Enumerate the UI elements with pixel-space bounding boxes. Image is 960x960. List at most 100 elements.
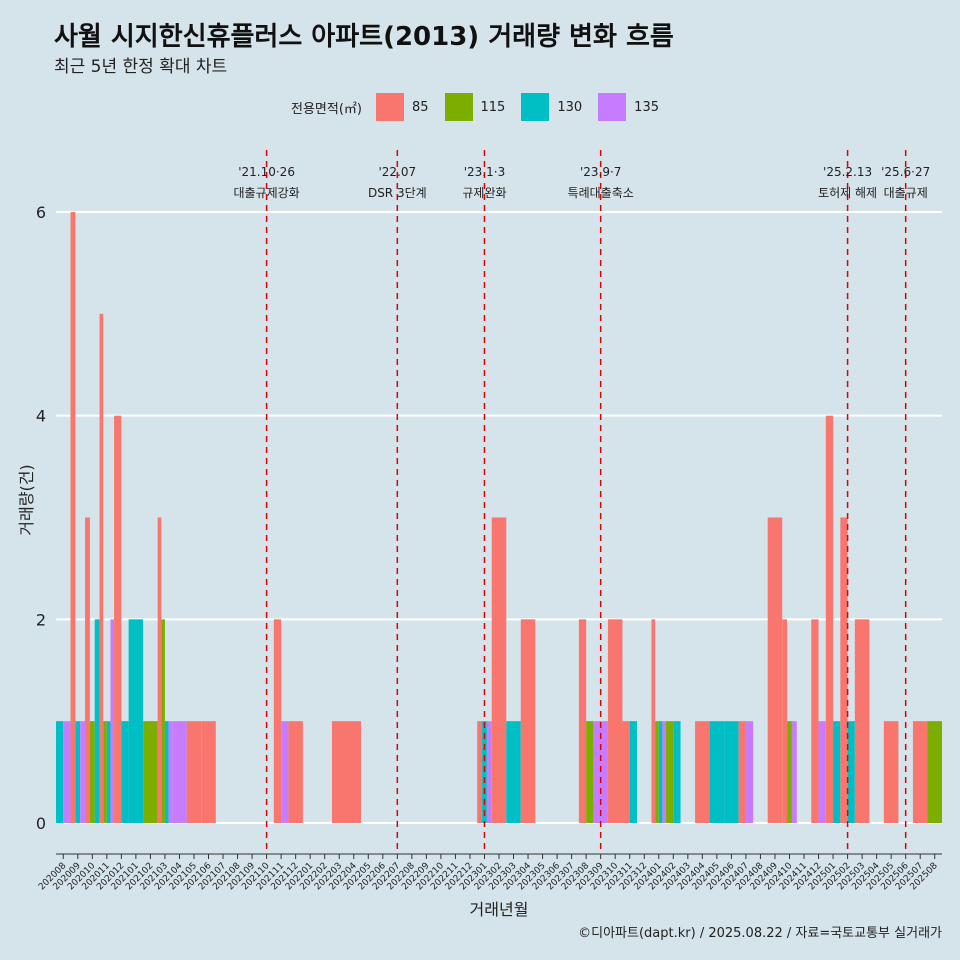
bar	[288, 721, 303, 823]
bar	[143, 721, 158, 823]
bar	[110, 619, 115, 823]
bar	[658, 721, 663, 823]
event-date-label: '21.10·26	[238, 165, 295, 179]
bar	[506, 721, 521, 823]
bar	[695, 721, 710, 823]
bar	[63, 721, 71, 823]
bar	[651, 619, 656, 823]
legend-item-135: 135	[598, 93, 669, 121]
event-label: 규제완화	[462, 186, 506, 200]
event-date-label: '22.07	[378, 165, 416, 179]
bar	[629, 721, 637, 823]
bar	[172, 721, 187, 823]
event-date-label: '25.6·27	[881, 165, 930, 179]
bar	[745, 721, 754, 823]
chart-title: 사월 시지한신휴플러스 아파트(2013) 거래량 변화 흐름	[54, 22, 674, 52]
bar	[85, 517, 90, 823]
bar	[607, 619, 623, 823]
bar	[164, 721, 169, 823]
bar	[106, 721, 111, 823]
legend-item-130: 130	[521, 93, 592, 121]
bar	[273, 619, 282, 823]
bar	[114, 415, 122, 823]
bar	[186, 721, 202, 823]
legend-swatch	[444, 93, 473, 121]
legend-label: 85	[411, 99, 429, 115]
bar	[346, 721, 362, 823]
bar	[89, 721, 95, 823]
bar	[811, 619, 819, 823]
bar	[666, 721, 674, 823]
bar	[491, 517, 507, 823]
bar	[281, 721, 289, 823]
y-tick-label: 0	[36, 814, 46, 833]
legend: 전용면적(㎡) 85 115 130 135	[0, 92, 960, 122]
bar	[80, 721, 86, 823]
event-label: DSR 3단계	[368, 186, 427, 200]
chart-caption: ©디아파트(dapt.kr) / 2025.08.22 / 자료=국토교통부 실…	[578, 926, 942, 941]
legend-label: 115	[480, 99, 506, 115]
bar	[128, 619, 144, 823]
bar	[767, 517, 783, 823]
bar	[70, 212, 76, 823]
bar	[201, 721, 216, 823]
bar	[840, 517, 848, 823]
bar	[161, 619, 165, 823]
bar	[927, 721, 942, 823]
bar	[578, 619, 587, 823]
legend-item-115: 115	[444, 93, 516, 121]
y-tick-label: 2	[36, 610, 46, 629]
bar	[99, 313, 104, 823]
bar	[854, 619, 870, 823]
bar	[157, 517, 162, 823]
event-date-label: '25.2.13	[823, 165, 872, 179]
bar	[912, 721, 928, 823]
y-axis-title: 거래량(건)	[17, 464, 36, 535]
bar	[655, 721, 659, 823]
bar	[486, 721, 492, 823]
bar	[593, 721, 608, 823]
bar	[482, 721, 487, 823]
legend-item-85: 85	[375, 93, 439, 121]
bar	[709, 721, 725, 823]
event-date-label: '23.9·7	[580, 165, 621, 179]
legend-swatch	[375, 93, 404, 121]
bar	[782, 619, 788, 823]
bar	[331, 721, 347, 823]
bar	[825, 415, 834, 823]
bar	[121, 721, 129, 823]
legend-label: 130	[557, 99, 583, 115]
event-date-label: '23.1·3	[464, 165, 505, 179]
chart-subtitle: 최근 5년 한정 확대 차트	[54, 57, 228, 77]
bar	[520, 619, 536, 823]
legend-label: 135	[634, 99, 659, 115]
bar	[847, 721, 855, 823]
event-label: 특례대출축소	[568, 186, 634, 200]
y-tick-label: 6	[36, 203, 46, 222]
bar	[103, 721, 107, 823]
bar	[818, 721, 826, 823]
legend-title: 전용면적(㎡)	[290, 101, 362, 117]
bar	[94, 619, 100, 823]
bar	[738, 721, 746, 823]
bar	[787, 721, 792, 823]
event-label: 대출규제강화	[233, 186, 299, 200]
event-label: 대출규제	[884, 186, 928, 200]
x-axis-title: 거래년월	[470, 900, 529, 919]
bar	[724, 721, 739, 823]
bar	[622, 721, 630, 823]
bar	[833, 721, 841, 823]
legend-swatch	[521, 93, 550, 121]
bar	[477, 721, 483, 823]
y-tick-label: 4	[36, 407, 46, 426]
bar	[673, 721, 681, 823]
bar	[662, 721, 667, 823]
bar	[75, 721, 81, 823]
bar	[586, 721, 594, 823]
bar	[168, 721, 173, 823]
bar	[883, 721, 899, 823]
event-label: 토허제 해제	[818, 186, 877, 200]
bar	[56, 721, 64, 823]
bar	[791, 721, 797, 823]
